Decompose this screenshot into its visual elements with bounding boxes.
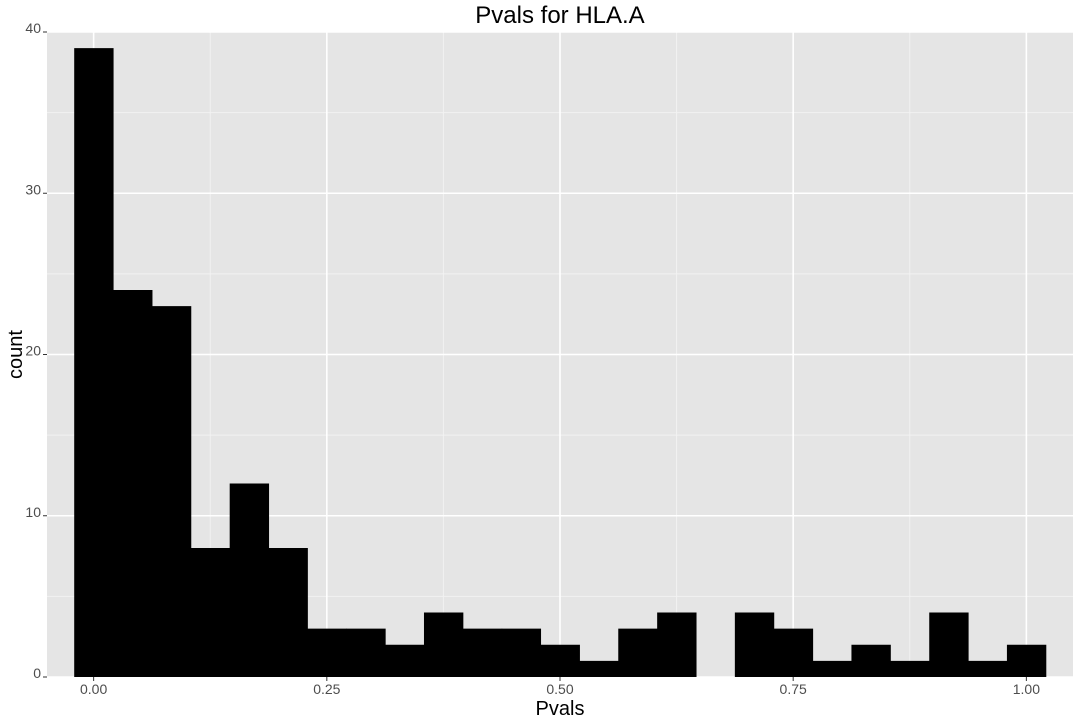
histogram-bar — [579, 660, 619, 677]
histogram-bar — [307, 628, 347, 677]
x-axis: 0.00 0.25 0.50 0.75 1.00 — [80, 677, 1040, 697]
histogram-bar — [812, 660, 853, 677]
histogram-bar — [462, 628, 503, 677]
x-tick-label: 0.75 — [780, 681, 807, 697]
histogram-bar — [151, 306, 192, 677]
histogram-bar — [190, 548, 231, 677]
histogram-bar — [423, 612, 464, 677]
y-axis-title: count — [5, 330, 27, 379]
histogram-bar — [890, 660, 930, 677]
histogram-bar — [501, 628, 542, 677]
histogram-bar — [618, 628, 658, 677]
x-tick-label: 0.00 — [80, 681, 107, 697]
histogram-bar — [851, 644, 891, 677]
y-tick-label: 10 — [25, 504, 41, 520]
histogram-bar — [773, 628, 814, 677]
y-tick-label: 0 — [33, 665, 41, 681]
histogram-bar — [346, 628, 386, 677]
y-tick-label: 40 — [25, 20, 41, 36]
histogram-bar — [74, 48, 114, 677]
histogram-bars — [74, 48, 1047, 677]
histogram-bar — [968, 660, 1008, 677]
histogram-bar — [657, 612, 697, 677]
histogram-bar — [229, 483, 270, 677]
histogram-bar — [929, 612, 969, 677]
chart-title: Pvals for HLA.A — [475, 2, 644, 29]
x-tick-label: 0.25 — [313, 681, 340, 697]
x-axis-title: Pvals — [536, 698, 585, 720]
y-tick-label: 20 — [25, 343, 41, 359]
y-tick-label: 30 — [25, 181, 41, 197]
histogram-bar — [734, 612, 775, 677]
histogram-bar — [113, 290, 153, 677]
histogram-bar — [385, 644, 425, 677]
x-tick-label: 0.50 — [546, 681, 573, 697]
y-axis: 0 10 20 30 40 — [25, 20, 47, 681]
histogram-bar — [1006, 644, 1047, 677]
histogram-bar — [540, 644, 580, 677]
x-tick-label: 1.00 — [1013, 681, 1040, 697]
histogram-bar — [268, 548, 308, 677]
